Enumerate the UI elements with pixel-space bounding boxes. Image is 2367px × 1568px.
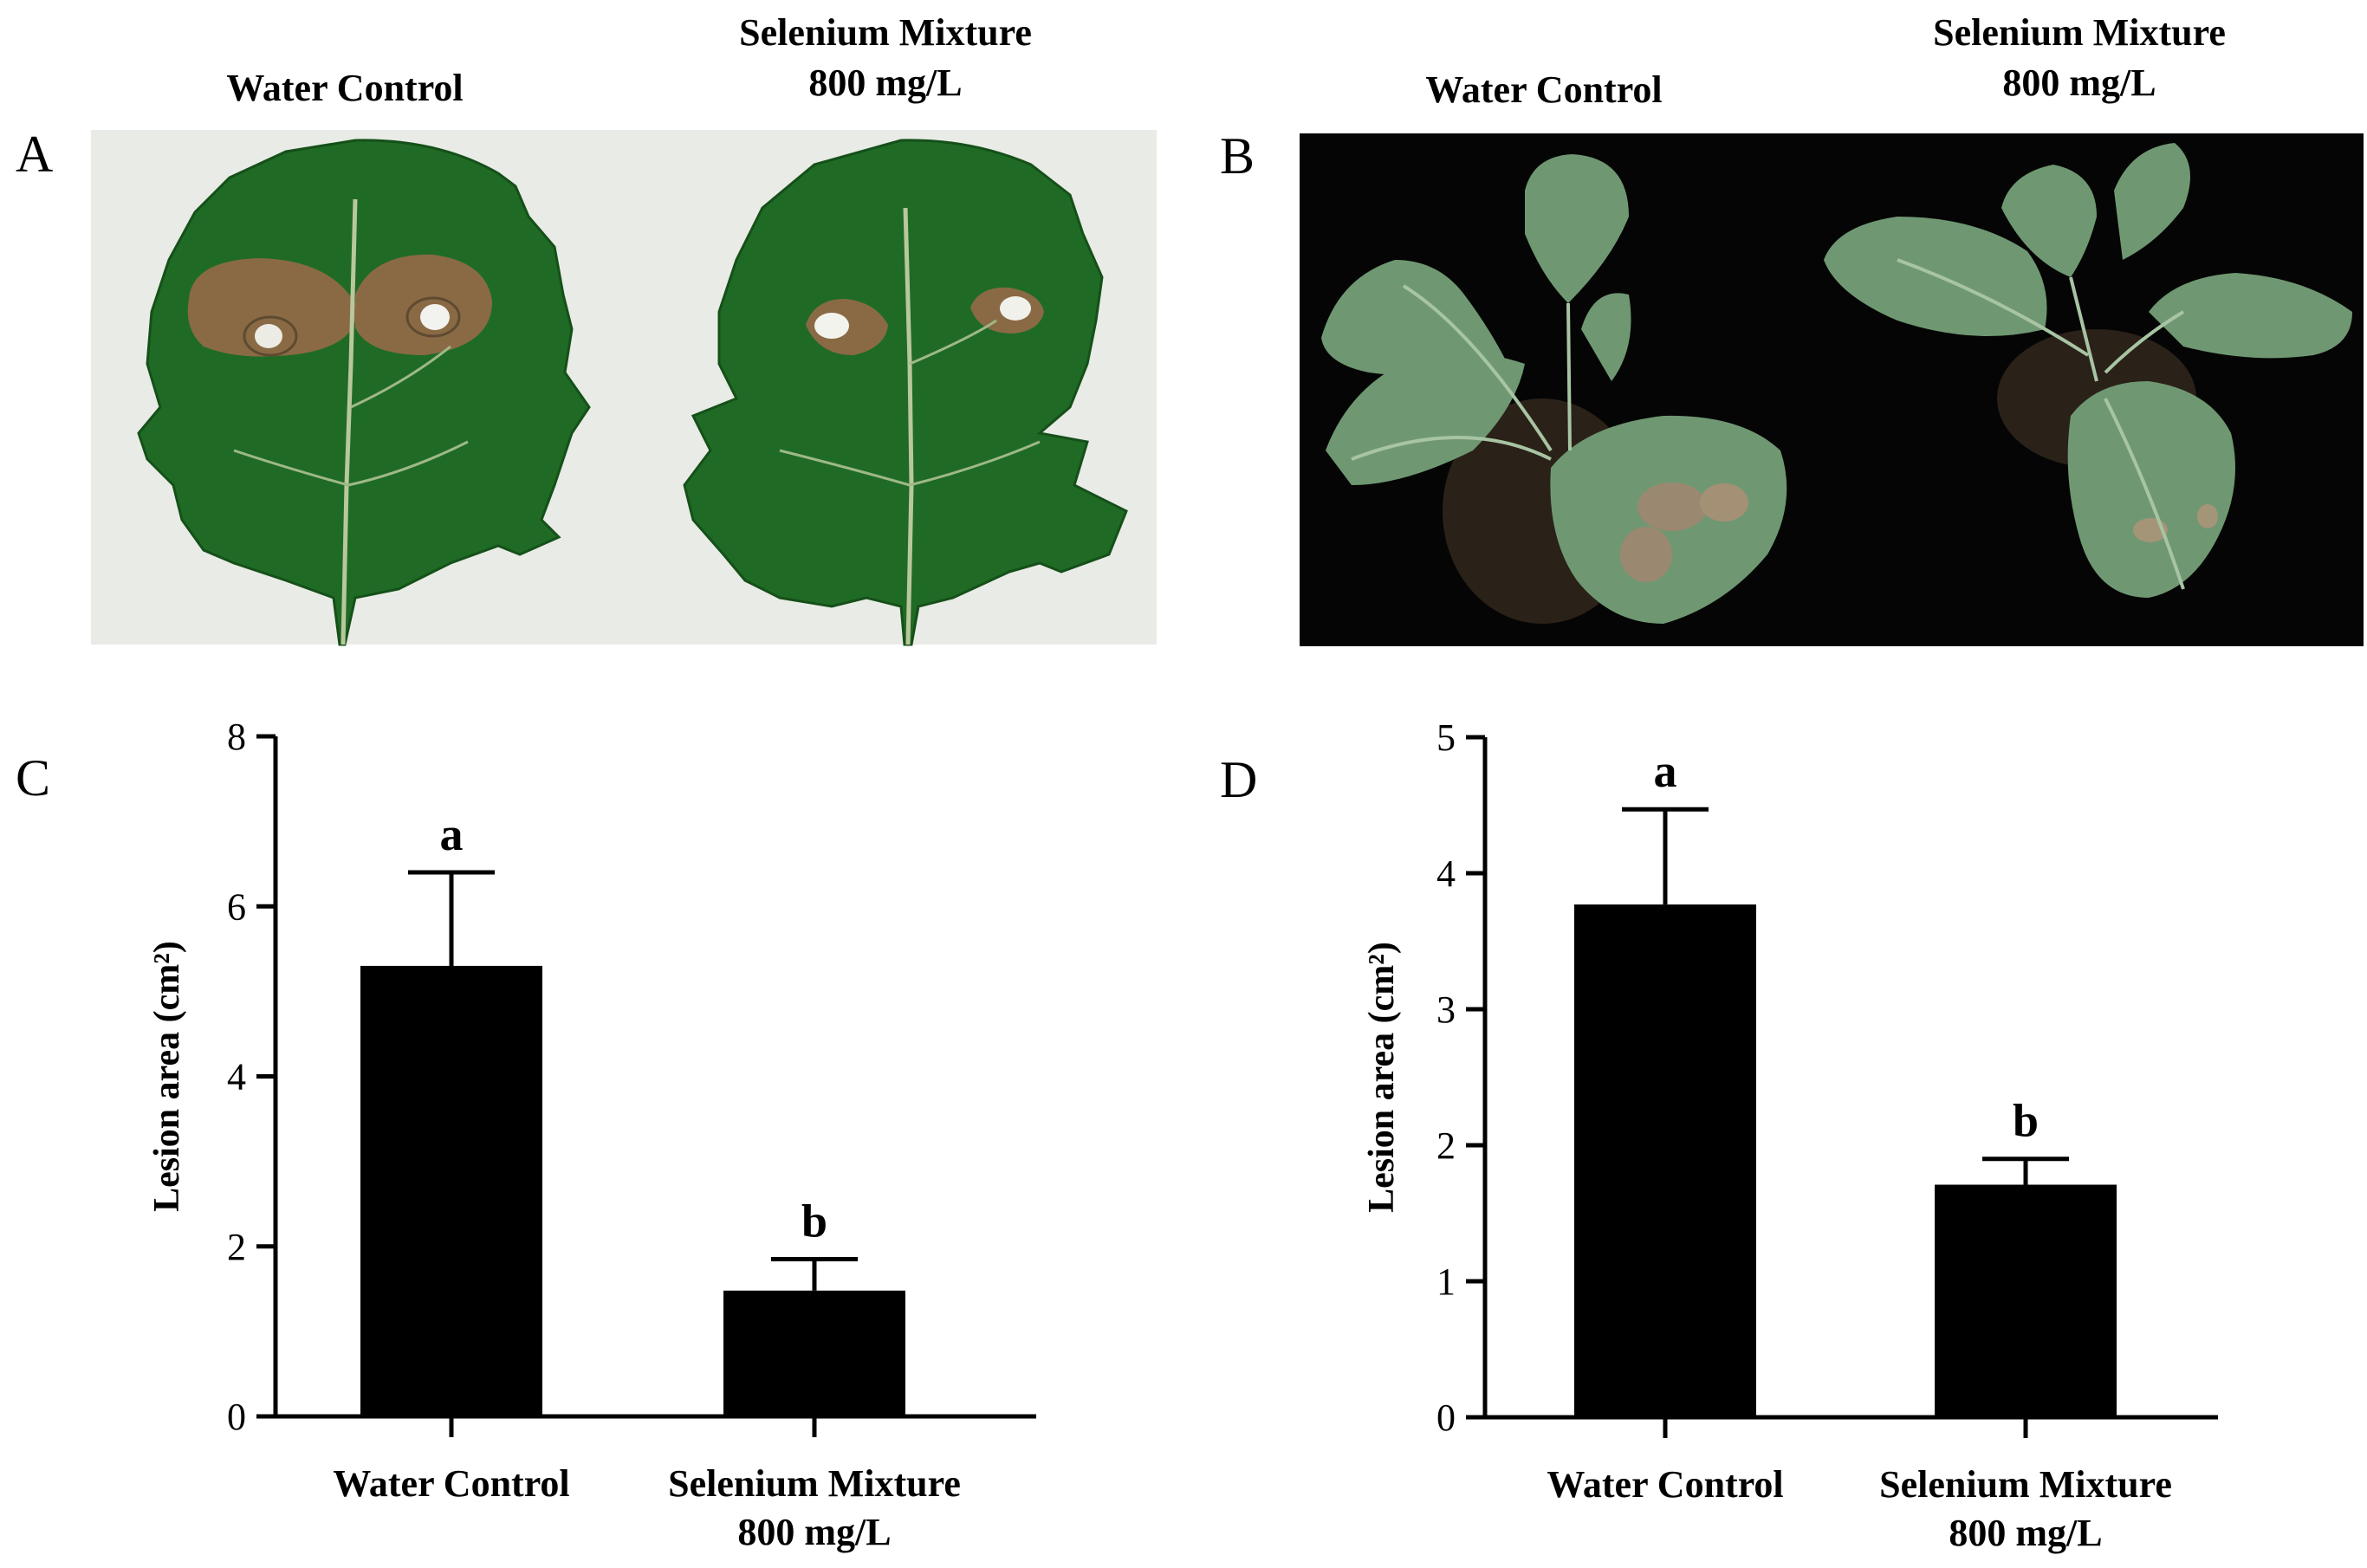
x-category-label: Water Control <box>1547 1463 1783 1506</box>
y-tick-label: 0 <box>227 1396 246 1438</box>
leaf-selenium-mixture <box>683 139 1128 646</box>
y-axis-label-text: Lesion area (cm²) <box>1362 942 1402 1213</box>
significance-label: a <box>440 808 464 860</box>
panel-b-right-caption-line2: 800 mg/L <box>2002 62 2156 104</box>
panel-letter-a: A <box>16 126 53 183</box>
y-axis-label-text: Lesion area (cm²) <box>147 941 187 1212</box>
panel-letter-d: D <box>1220 751 1257 808</box>
bar <box>723 1290 905 1416</box>
panel-b-right-caption-line1: Selenium Mixture <box>1933 11 2226 54</box>
y-tick-label: 5 <box>1436 716 1456 759</box>
y-tick-label: 2 <box>227 1226 246 1268</box>
x-category-label: Selenium Mixture <box>1879 1463 2172 1506</box>
x-category-label: Water Control <box>333 1462 569 1505</box>
y-tick-label: 6 <box>227 885 246 928</box>
panel-b-photo <box>1300 133 2364 646</box>
panel-a-right-caption-line1: Selenium Mixture <box>739 11 1032 54</box>
x-category-label: Selenium Mixture <box>668 1462 961 1505</box>
bar <box>1935 1184 2117 1417</box>
bar <box>1574 904 1756 1417</box>
y-tick-label: 0 <box>1436 1396 1456 1439</box>
y-tick-label: 1 <box>1436 1260 1456 1303</box>
y-tick-label: 3 <box>1436 988 1456 1031</box>
panel-letter-c: C <box>16 749 50 807</box>
significance-label: b <box>801 1195 827 1247</box>
panel-a-left-caption: Water Control <box>226 67 463 109</box>
significance-label: a <box>1654 745 1677 797</box>
x-category-label: 800 mg/L <box>1949 1512 2102 1554</box>
y-axis-label: Lesion area (cm²) <box>1362 942 1402 1213</box>
plant-water-control <box>1321 154 1787 624</box>
y-tick-label: 4 <box>1436 852 1456 895</box>
plant-selenium-mixture <box>1824 143 2352 598</box>
panel-letter-b: B <box>1220 127 1255 185</box>
panel-a-photo <box>91 130 1157 646</box>
y-tick-label: 2 <box>1436 1124 1456 1167</box>
chart-panel-c: Lesion area (cm²) 0 2 4 6 8 a Water Control b Se… <box>147 716 1036 1553</box>
panel-a-right-caption-line2: 800 mg/L <box>808 62 962 104</box>
x-category-label: 800 mg/L <box>737 1511 891 1553</box>
y-axis-label: Lesion area (cm²) <box>147 941 187 1212</box>
leaf-water-control <box>137 139 591 646</box>
y-tick-label: 4 <box>227 1056 246 1098</box>
y-tick-label: 8 <box>227 716 246 758</box>
bar <box>360 965 542 1416</box>
panel-b-left-caption: Water Control <box>1425 68 1662 111</box>
significance-label: b <box>2013 1095 2039 1147</box>
chart-panel-d: Lesion area (cm²) 0 1 2 3 4 5 a Water Control b S… <box>1362 716 2218 1554</box>
